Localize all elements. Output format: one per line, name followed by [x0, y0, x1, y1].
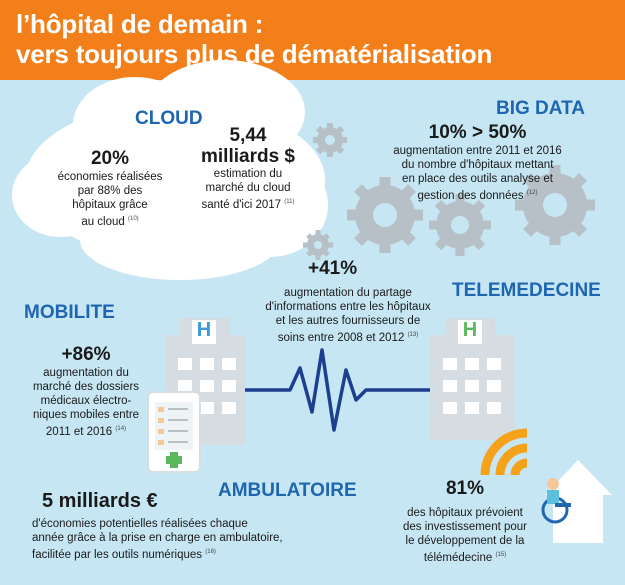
- cloud-stat-1-text: économies réalisées par 88% des hôpitaux…: [57, 171, 163, 228]
- mobilite-value: +86%: [61, 344, 111, 365]
- cloud-stat-1: 20% économies réalisées par 88% des hôpi…: [40, 148, 180, 229]
- telemedecine-text: des hôpitaux prévoient des investissemen…: [402, 507, 527, 564]
- tablet-icon: [147, 391, 201, 473]
- big-data-title: BIG DATA: [496, 98, 586, 119]
- cloud-shape: [12, 60, 328, 280]
- cloud-stat-2-text: estimation du marché du cloud santé d'ic…: [201, 168, 295, 211]
- telemedecine-title: TELEMEDECINE: [452, 280, 601, 301]
- big-data-value: 10% > 50%: [428, 122, 527, 143]
- mobilite-title: MOBILITE: [24, 302, 115, 323]
- cloud-stat-2-value: 5,44 milliards $: [201, 125, 295, 167]
- telemedecine-value: 81%: [445, 478, 485, 499]
- ecg-line: [245, 348, 430, 432]
- cloud-stat-1-value: 20%: [90, 148, 130, 169]
- cloud-title: CLOUD: [135, 108, 203, 129]
- ambulatoire-value: 5 milliards €: [42, 490, 158, 512]
- ambulatoire-title: AMBULATOIRE: [218, 480, 357, 501]
- wheelchair-patient-icon: [541, 478, 571, 524]
- mobilite-text: augmentation du marché des dossiers médi…: [32, 367, 140, 438]
- mobilite-stat: +86% augmentation du marché des dossiers…: [26, 344, 146, 439]
- header-title-line1: l’hôpital de demain :: [16, 9, 264, 39]
- telemedecine-stat: 81% des hôpitaux prévoient des investiss…: [385, 478, 545, 565]
- big-data-stat: 10% > 50% augmentation entre 2011 et 201…: [365, 122, 590, 203]
- wifi-icon: [480, 428, 528, 476]
- hospital-right-letter: H: [462, 319, 478, 341]
- hospital-left-letter: H: [196, 319, 212, 341]
- gears-icon: [303, 123, 595, 260]
- header-banner: l’hôpital de demain : vers toujours plus…: [0, 0, 625, 80]
- sharing-stat: +41% augmentation du partage d'informati…: [238, 258, 458, 345]
- sharing-value: +41%: [308, 258, 358, 279]
- cloud-stat-2: 5,44 milliards $ estimation du marché du…: [188, 125, 308, 212]
- ambulatoire-text: d'économies potentielles réalisées chaqu…: [32, 518, 283, 561]
- sharing-text: augmentation du partage d'informations e…: [265, 287, 431, 344]
- hospital-right-icon: [430, 318, 515, 440]
- big-data-text: augmentation entre 2011 et 2016 du nombr…: [393, 145, 562, 202]
